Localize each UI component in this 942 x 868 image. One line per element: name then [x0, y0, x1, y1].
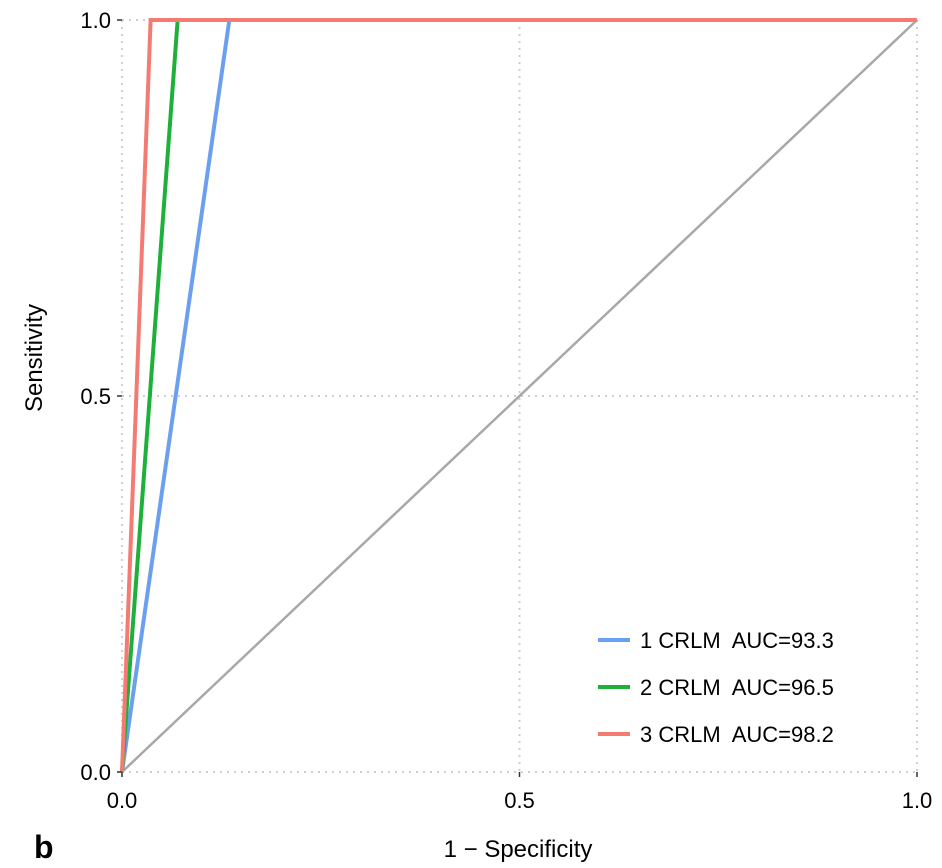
y-tick-label-0: 0.0 — [80, 760, 111, 785]
series-layer — [120, 18, 917, 773]
legend-label-3: 3 CRLM AUC=98.2 — [640, 722, 834, 747]
x-axis-title: 1 − Specificity — [444, 836, 593, 863]
legend: 1 CRLM AUC=93.3 2 CRLM AUC=96.5 3 CRLM AUC… — [598, 628, 834, 747]
x-tick-label-0: 0.0 — [107, 788, 138, 813]
y-tick-label-1: 0.5 — [80, 384, 111, 409]
panel-label: b — [34, 829, 54, 865]
x-tick-label-1: 0.5 — [504, 788, 535, 813]
legend-label-2: 2 CRLM AUC=96.5 — [640, 675, 834, 700]
y-tick-label-2: 1.0 — [80, 8, 111, 33]
tick-layer: 0.0 0.5 1.0 0.0 0.5 1.0 — [80, 8, 932, 813]
y-axis-title: Sensitivity — [21, 304, 48, 412]
reference-layer — [121, 19, 918, 773]
legend-label-1: 1 CRLM AUC=93.3 — [640, 628, 834, 653]
series-line-3 — [120, 18, 917, 773]
reference-diagonal — [121, 19, 918, 773]
x-tick-label-2: 1.0 — [902, 788, 933, 813]
